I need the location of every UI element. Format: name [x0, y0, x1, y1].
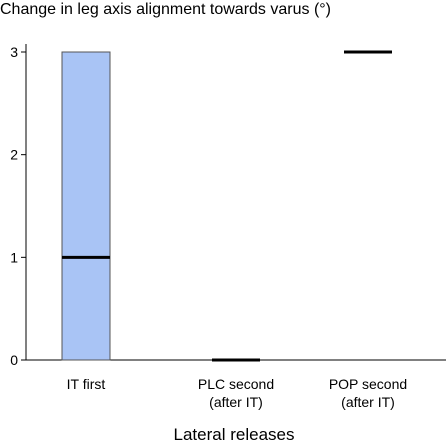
x-tick-label-line: IT first [67, 376, 106, 392]
y-ticks: 0 1 2 3 [10, 44, 26, 368]
x-tick-label: PLC second (after IT) [198, 376, 274, 410]
x-tick-label: POP second (after IT) [329, 376, 407, 410]
x-tick-labels: IT first PLC second (after IT) POP second (a… [67, 376, 408, 410]
y-tick-label: 3 [10, 44, 18, 60]
x-tick-label-line: (after IT) [341, 394, 395, 410]
x-axis-title: Lateral releases [174, 425, 295, 444]
y-tick-label: 2 [10, 147, 18, 163]
x-tick-label-line: (after IT) [209, 394, 263, 410]
x-tick-label-line: POP second [329, 376, 407, 392]
y-tick-label: 1 [10, 249, 18, 265]
chart-title: Change in leg axis alignment towards var… [0, 1, 331, 18]
x-tick-label-line: PLC second [198, 376, 274, 392]
box-0 [61, 51, 111, 361]
x-tick-label: IT first [67, 376, 106, 392]
y-tick-label: 0 [10, 352, 18, 368]
boxes [61, 50, 392, 362]
